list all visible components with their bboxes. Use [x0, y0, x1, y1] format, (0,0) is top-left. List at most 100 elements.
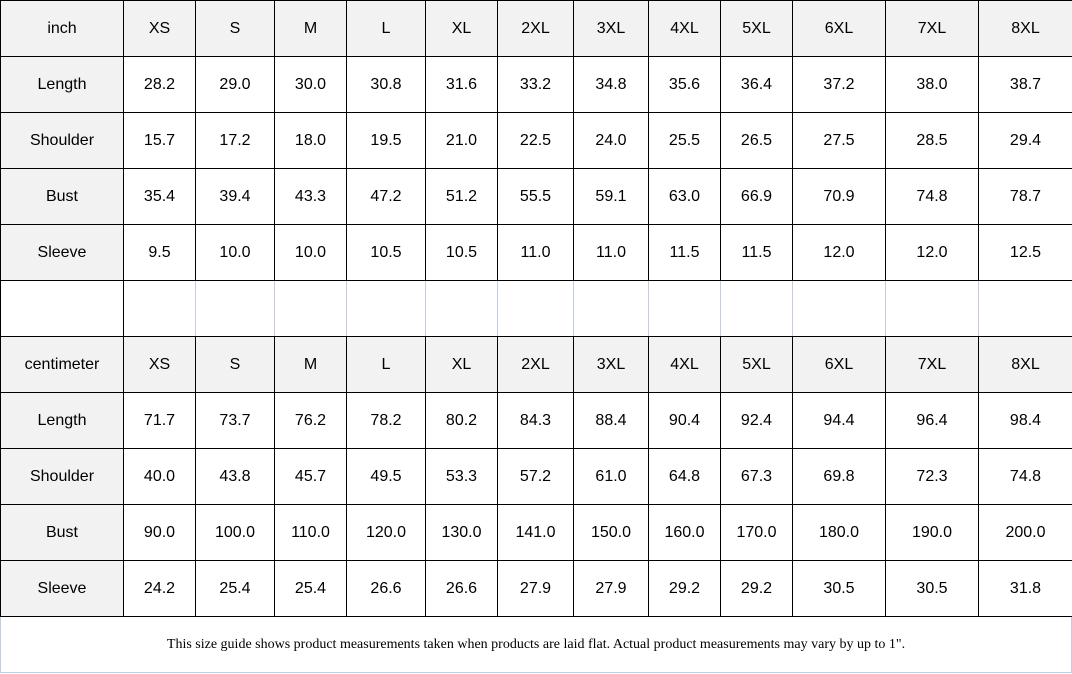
measurement-cell: 29.0: [195, 56, 275, 113]
measurement-cell: 96.4: [885, 392, 979, 449]
measurement-cell: 29.4: [978, 112, 1072, 169]
measurement-cell: 24.0: [573, 112, 649, 169]
measurement-cell: 31.6: [425, 56, 498, 113]
table-row: Sleeve 9.5 10.0 10.0 10.5 10.5 11.0 11.0 11.5 11.…: [0, 224, 1072, 281]
measurement-cell: 33.2: [497, 56, 574, 113]
measurement-cell: 78.7: [978, 168, 1072, 225]
table-row: Length 28.2 29.0 30.0 30.8 31.6 33.2 34.8 35.6 36…: [0, 56, 1072, 113]
measurement-cell: 130.0: [425, 504, 498, 561]
measurement-cell: 84.3: [497, 392, 574, 449]
measurement-cell: 38.7: [978, 56, 1072, 113]
empty-cell: [0, 280, 124, 337]
measurement-cell: 17.2: [195, 112, 275, 169]
measurement-cell: 66.9: [720, 168, 793, 225]
size-header: 5XL: [720, 336, 793, 393]
measurement-cell: 180.0: [792, 504, 886, 561]
measurement-cell: 37.2: [792, 56, 886, 113]
measurement-cell: 88.4: [573, 392, 649, 449]
spacer-row: [0, 280, 1072, 337]
empty-cell: [885, 280, 979, 337]
measurement-cell: 11.5: [648, 224, 721, 281]
measurement-cell: 12.0: [792, 224, 886, 281]
measurement-cell: 36.4: [720, 56, 793, 113]
measurement-cell: 69.8: [792, 448, 886, 505]
measurement-cell: 11.5: [720, 224, 793, 281]
measurement-cell: 27.9: [573, 560, 649, 617]
row-label: Sleeve: [0, 560, 124, 617]
measurement-cell: 120.0: [346, 504, 426, 561]
unit-header: centimeter: [0, 336, 124, 393]
measurement-cell: 71.7: [123, 392, 196, 449]
measurement-cell: 94.4: [792, 392, 886, 449]
measurement-cell: 90.0: [123, 504, 196, 561]
measurement-cell: 43.8: [195, 448, 275, 505]
measurement-cell: 11.0: [497, 224, 574, 281]
size-header: L: [346, 336, 426, 393]
measurement-cell: 160.0: [648, 504, 721, 561]
measurement-cell: 90.4: [648, 392, 721, 449]
measurement-cell: 34.8: [573, 56, 649, 113]
measurement-cell: 30.0: [274, 56, 347, 113]
header-row: centimeter XS S M L XL 2XL 3XL 4XL 5XL 6XL 7XL 8XL: [0, 336, 1072, 393]
measurement-cell: 49.5: [346, 448, 426, 505]
measurement-cell: 43.3: [274, 168, 347, 225]
header-row: inch XS S M L XL 2XL 3XL 4XL 5XL 6XL 7XL 8XL: [0, 0, 1072, 57]
size-header: 2XL: [497, 0, 574, 57]
measurement-cell: 53.3: [425, 448, 498, 505]
table-row: Length 71.7 73.7 76.2 78.2 80.2 84.3 88.4 90.4 92…: [0, 392, 1072, 449]
size-header: 6XL: [792, 336, 886, 393]
measurement-cell: 15.7: [123, 112, 196, 169]
empty-cell: [978, 280, 1072, 337]
row-label: Length: [0, 392, 124, 449]
measurement-cell: 110.0: [274, 504, 347, 561]
size-header: 3XL: [573, 336, 649, 393]
measurement-cell: 92.4: [720, 392, 793, 449]
measurement-cell: 26.6: [425, 560, 498, 617]
measurement-cell: 10.0: [274, 224, 347, 281]
measurement-cell: 12.0: [885, 224, 979, 281]
measurement-cell: 35.6: [648, 56, 721, 113]
row-label: Sleeve: [0, 224, 124, 281]
measurement-cell: 190.0: [885, 504, 979, 561]
measurement-cell: 61.0: [573, 448, 649, 505]
measurement-cell: 10.5: [425, 224, 498, 281]
measurement-cell: 12.5: [978, 224, 1072, 281]
size-header: 5XL: [720, 0, 793, 57]
row-label: Bust: [0, 504, 124, 561]
size-header: L: [346, 0, 426, 57]
measurement-cell: 30.8: [346, 56, 426, 113]
measurement-cell: 74.8: [885, 168, 979, 225]
size-header: M: [274, 336, 347, 393]
table-row: Bust 90.0 100.0 110.0 120.0 130.0 141.0 150.0 16…: [0, 504, 1072, 561]
size-header: 7XL: [885, 0, 979, 57]
measurement-cell: 141.0: [497, 504, 574, 561]
empty-cell: [497, 280, 574, 337]
table-row: Sleeve 24.2 25.4 25.4 26.6 26.6 27.9 27.9 29.2 29…: [0, 560, 1072, 617]
empty-cell: [274, 280, 347, 337]
measurement-cell: 29.2: [720, 560, 793, 617]
measurement-cell: 78.2: [346, 392, 426, 449]
size-header: S: [195, 336, 275, 393]
measurement-cell: 25.4: [195, 560, 275, 617]
measurement-cell: 45.7: [274, 448, 347, 505]
measurement-cell: 26.6: [346, 560, 426, 617]
empty-cell: [792, 280, 886, 337]
empty-cell: [648, 280, 721, 337]
size-header: XL: [425, 336, 498, 393]
unit-header: inch: [0, 0, 124, 57]
measurement-cell: 200.0: [978, 504, 1072, 561]
measurement-cell: 10.0: [195, 224, 275, 281]
empty-cell: [346, 280, 426, 337]
measurement-cell: 64.8: [648, 448, 721, 505]
measurement-cell: 67.3: [720, 448, 793, 505]
measurement-cell: 170.0: [720, 504, 793, 561]
measurement-cell: 21.0: [425, 112, 498, 169]
row-label: Shoulder: [0, 112, 124, 169]
measurement-cell: 74.8: [978, 448, 1072, 505]
measurement-cell: 25.5: [648, 112, 721, 169]
measurement-cell: 40.0: [123, 448, 196, 505]
measurement-cell: 150.0: [573, 504, 649, 561]
measurement-cell: 28.5: [885, 112, 979, 169]
size-header: 2XL: [497, 336, 574, 393]
measurement-cell: 18.0: [274, 112, 347, 169]
